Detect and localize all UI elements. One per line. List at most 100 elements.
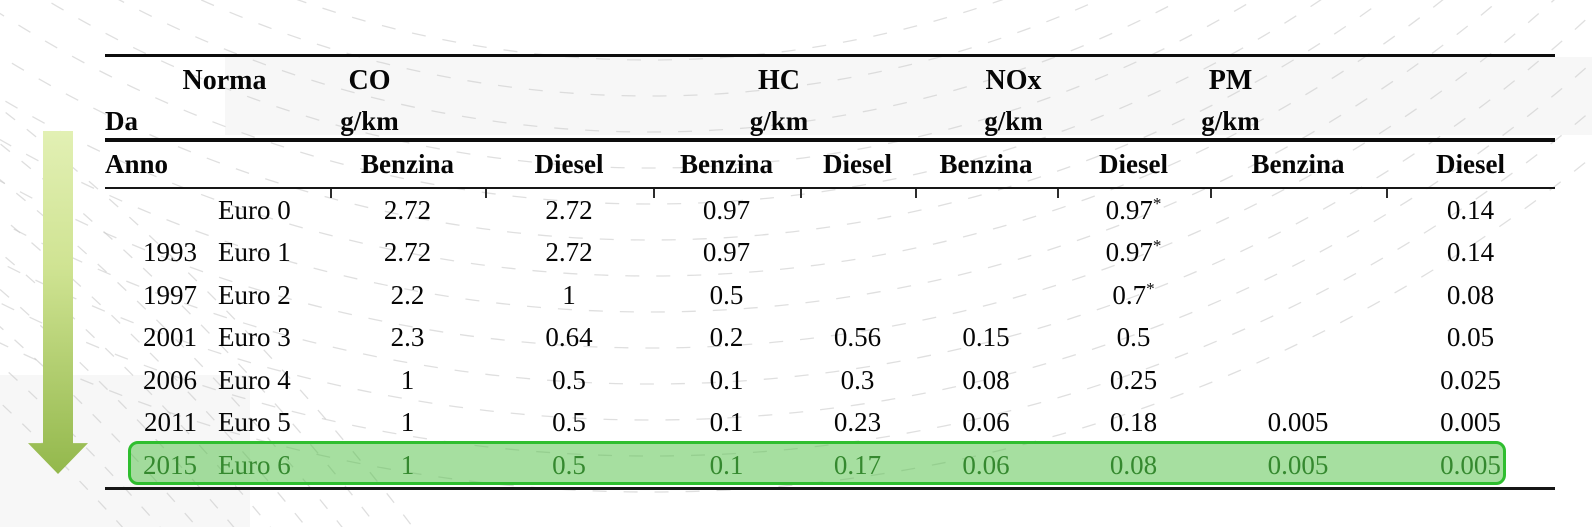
cell-pm-benzina bbox=[1210, 317, 1386, 360]
cell-year: 1997 bbox=[143, 279, 197, 310]
header-row-units: Da g/km g/km g/km g/km bbox=[105, 104, 1555, 142]
cell-pm-benzina: 0.005 bbox=[1210, 444, 1386, 490]
cell-nox-diesel: 0.97* bbox=[1105, 193, 1162, 225]
cell-hc-benzina: 0.1 bbox=[709, 407, 744, 438]
cell-hc-diesel: 0.56 bbox=[833, 322, 882, 353]
cell-year: 2006 bbox=[143, 364, 197, 395]
cell-co-diesel: 0.64 bbox=[545, 322, 593, 353]
cell-hc-diesel: 0.23 bbox=[833, 407, 882, 438]
column-tick bbox=[485, 189, 487, 198]
cell-co-benzina: 2.3 bbox=[390, 322, 425, 353]
unit-nox: g/km bbox=[984, 105, 1043, 136]
cell-year: 2015 bbox=[105, 444, 215, 490]
cell-year: 2011 bbox=[144, 407, 197, 438]
cell-co-diesel: 0.5 bbox=[485, 444, 653, 490]
cell-co-benzina: 1 bbox=[400, 407, 415, 438]
cell-nox-benzina: 0.06 bbox=[962, 407, 1010, 438]
cell-norma: Euro 3 bbox=[218, 322, 291, 353]
cell-pm-benzina bbox=[1210, 274, 1386, 317]
cell-nox-diesel: 0.7* bbox=[1112, 278, 1155, 310]
subheader-nox-diesel: Diesel bbox=[1099, 149, 1168, 179]
subheader-nox-benzina: Benzina bbox=[939, 149, 1033, 179]
cell-hc-benzina: 0.97 bbox=[702, 237, 751, 268]
column-tick bbox=[330, 189, 332, 198]
table-row: 1993 Euro 1 2.72 2.72 0.97 0.97* 0.14 bbox=[105, 232, 1555, 275]
cell-hc-benzina: 0.2 bbox=[709, 322, 744, 353]
cell-pm-diesel: 0.14 bbox=[1446, 237, 1495, 268]
header-row-pollutants: Norma CO HC NOx PM bbox=[105, 56, 1555, 105]
emission-standards-table-wrap: Norma CO HC NOx PM Da g/km g/km g/km g/k… bbox=[105, 54, 1555, 490]
cell-nox-benzina: 0.06 bbox=[915, 444, 1057, 490]
cell-pm-benzina bbox=[1210, 188, 1386, 232]
subheader-hc-diesel: Diesel bbox=[823, 149, 892, 179]
column-tick bbox=[1210, 189, 1212, 198]
cell-hc-benzina: 0.1 bbox=[653, 444, 800, 490]
cell-nox-benzina bbox=[915, 188, 1057, 232]
cell-pm-diesel: 0.005 bbox=[1440, 407, 1501, 438]
cell-hc-diesel bbox=[800, 274, 915, 317]
cell-hc-benzina: 0.5 bbox=[709, 279, 744, 310]
cell-pm-benzina bbox=[1210, 232, 1386, 275]
emission-standards-table: Norma CO HC NOx PM Da g/km g/km g/km g/k… bbox=[105, 54, 1555, 490]
cell-nox-diesel: 0.08 bbox=[1057, 444, 1210, 490]
cell-nox-diesel: 0.25 bbox=[1109, 364, 1158, 395]
cell-co-benzina: 1 bbox=[400, 364, 415, 395]
cell-co-diesel: 2.72 bbox=[545, 194, 593, 225]
cell-norma: Euro 1 bbox=[218, 237, 291, 268]
cell-pm-benzina bbox=[1210, 359, 1386, 402]
cell-pm-diesel: 0.14 bbox=[1446, 194, 1495, 225]
cell-nox-benzina: 0.15 bbox=[962, 322, 1010, 353]
footnote-asterisk: * bbox=[1146, 278, 1155, 298]
cell-co-diesel: 0.5 bbox=[552, 364, 586, 395]
cell-nox-diesel: 0.5 bbox=[1116, 322, 1151, 353]
row-label-anno: Anno bbox=[105, 149, 169, 179]
cell-nox-benzina bbox=[915, 232, 1057, 275]
subheader-co-diesel: Diesel bbox=[534, 149, 604, 179]
col-header-norma: Norma bbox=[182, 64, 267, 96]
unit-pm: g/km bbox=[1201, 105, 1260, 136]
col-header-co: CO bbox=[348, 64, 391, 96]
footnote-asterisk: * bbox=[1152, 193, 1162, 213]
col-header-pm: PM bbox=[1208, 64, 1253, 96]
cell-year bbox=[105, 188, 215, 232]
cell-co-benzina: 1 bbox=[330, 444, 485, 490]
column-tick bbox=[915, 189, 917, 198]
table-row: Euro 0 2.72 2.72 0.97 0.97* 0.14 bbox=[105, 188, 1555, 232]
cell-norma: Euro 0 bbox=[218, 194, 291, 225]
subheader-hc-benzina: Benzina bbox=[679, 149, 773, 179]
col-header-nox: NOx bbox=[985, 64, 1042, 96]
cell-norma: Euro 5 bbox=[218, 407, 291, 438]
subheader-co-benzina: Benzina bbox=[360, 149, 454, 179]
unit-co: g/km bbox=[340, 105, 399, 136]
cell-pm-diesel: 0.005 bbox=[1386, 444, 1555, 490]
cell-co-benzina: 2.72 bbox=[383, 237, 432, 268]
cell-nox-benzina bbox=[915, 274, 1057, 317]
cell-co-benzina: 2.2 bbox=[390, 279, 425, 310]
table-row: 2011 Euro 5 1 0.5 0.1 0.23 0.06 0.18 0.0… bbox=[105, 402, 1555, 445]
column-tick bbox=[1057, 189, 1059, 198]
column-tick bbox=[800, 189, 802, 198]
cell-nox-diesel: 0.97* bbox=[1105, 236, 1162, 268]
cell-nox-diesel: 0.18 bbox=[1109, 407, 1158, 438]
column-tick bbox=[653, 189, 655, 198]
cell-hc-benzina: 0.1 bbox=[709, 364, 744, 395]
subheader-pm-diesel: Diesel bbox=[1436, 149, 1505, 179]
cell-norma: Euro 6 bbox=[215, 444, 330, 490]
cell-year: 2001 bbox=[143, 322, 197, 353]
header-row-fuels: Anno Benzina Diesel Benzina Diesel Benzi… bbox=[105, 140, 1555, 189]
cell-co-diesel: 0.5 bbox=[552, 407, 586, 438]
col-header-hc: HC bbox=[758, 64, 800, 96]
cell-hc-benzina: 0.97 bbox=[702, 194, 751, 225]
cell-pm-diesel: 0.08 bbox=[1446, 279, 1495, 310]
cell-co-diesel: 2.72 bbox=[545, 237, 593, 268]
cell-co-benzina: 2.72 bbox=[383, 194, 432, 225]
table-row: 2006 Euro 4 1 0.5 0.1 0.3 0.08 0.25 0.02… bbox=[105, 359, 1555, 402]
unit-hc: g/km bbox=[749, 105, 809, 136]
cell-hc-diesel: 0.17 bbox=[800, 444, 915, 490]
cell-pm-diesel: 0.025 bbox=[1440, 364, 1501, 395]
cell-pm-benzina: 0.005 bbox=[1267, 407, 1329, 438]
cell-hc-diesel: 0.3 bbox=[840, 364, 875, 395]
cell-hc-diesel bbox=[800, 232, 915, 275]
table-row: 2015 Euro 6 1 0.5 0.1 0.17 0.06 0.08 0.0… bbox=[105, 444, 1555, 490]
